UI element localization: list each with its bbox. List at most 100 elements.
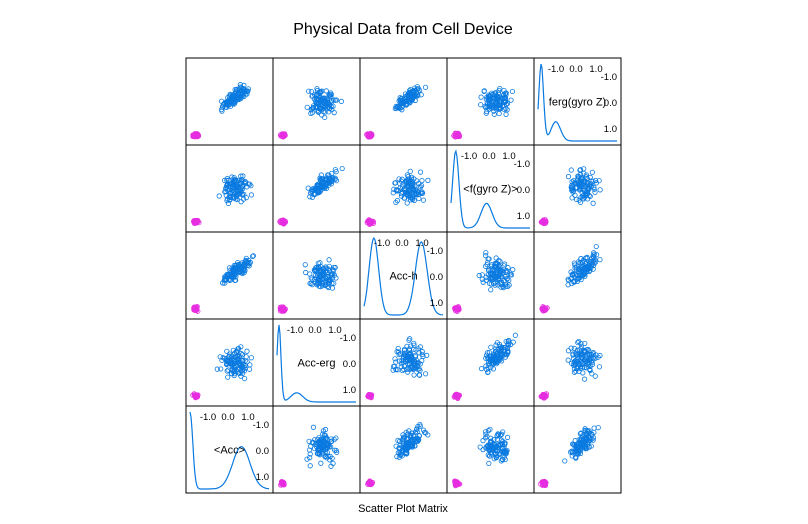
- data-point: [243, 354, 249, 360]
- tick-label: 1.0: [430, 298, 443, 309]
- data-point: [240, 363, 246, 370]
- density-line: [189, 411, 270, 490]
- data-point: [322, 282, 329, 289]
- data-point: [243, 91, 249, 97]
- data-point: [310, 440, 316, 446]
- data-point: [491, 351, 497, 357]
- data-point: [391, 186, 397, 192]
- data-point: [311, 96, 318, 102]
- data-point: [487, 104, 493, 110]
- data-point: [406, 428, 412, 434]
- data-point: [497, 350, 504, 356]
- data-point: [586, 192, 592, 199]
- data-point: [415, 366, 421, 372]
- data-point: [581, 192, 587, 199]
- data-point: [595, 425, 601, 431]
- data-point: [425, 177, 431, 183]
- data-point: [409, 194, 415, 200]
- data-point: [191, 219, 197, 225]
- data-point: [417, 421, 423, 428]
- data-point: [480, 438, 486, 444]
- data-point: [404, 451, 410, 457]
- data-point: [307, 194, 313, 200]
- data-point: [487, 93, 493, 100]
- data-point: [481, 88, 487, 94]
- data-point: [193, 219, 199, 225]
- panel-0-2: [185, 231, 274, 320]
- data-point: [244, 88, 250, 94]
- data-point: [226, 99, 233, 105]
- data-point: [478, 366, 485, 372]
- data-point: [493, 95, 499, 101]
- data-point: [408, 197, 414, 203]
- data-point: [224, 360, 230, 366]
- data-point: [399, 367, 406, 374]
- data-point: [311, 191, 317, 197]
- data-point: [220, 280, 226, 286]
- data-point: [489, 358, 495, 364]
- data-point: [331, 268, 337, 274]
- data-point: [490, 366, 497, 372]
- variable-name: Acc-h: [389, 271, 417, 283]
- data-point: [234, 359, 240, 366]
- data-point: [490, 280, 497, 286]
- data-point: [194, 133, 201, 139]
- data-point: [246, 261, 252, 267]
- data-point: [417, 87, 423, 94]
- data-point: [588, 178, 594, 184]
- data-point: [223, 274, 230, 280]
- data-point: [366, 391, 372, 398]
- data-point: [582, 348, 589, 354]
- data-point: [413, 94, 419, 100]
- data-point: [493, 260, 499, 266]
- data-point: [504, 107, 510, 113]
- data-point: [226, 353, 232, 359]
- data-point: [575, 339, 581, 346]
- data-point: [306, 88, 312, 94]
- data-point: [326, 109, 332, 115]
- data-point: [195, 392, 201, 398]
- data-point: [416, 433, 422, 439]
- data-point: [490, 275, 496, 281]
- data-point: [404, 191, 410, 197]
- data-point: [573, 265, 579, 271]
- tick-label: 1.0: [328, 325, 341, 336]
- panel-1-4: [272, 57, 361, 146]
- data-point: [220, 104, 226, 110]
- data-point: [403, 446, 409, 452]
- data-point: [316, 438, 322, 445]
- data-point: [419, 189, 425, 195]
- data-point: [415, 191, 421, 197]
- panel-border: [533, 57, 622, 146]
- data-point: [323, 185, 330, 192]
- data-point: [543, 393, 549, 399]
- panel-3-4: [446, 57, 535, 146]
- data-point: [577, 178, 583, 184]
- data-point: [497, 105, 504, 112]
- data-point: [503, 351, 509, 358]
- data-point: [540, 479, 546, 485]
- data-point: [480, 447, 486, 453]
- data-point: [326, 92, 332, 98]
- data-point: [238, 88, 244, 94]
- data-point: [395, 188, 401, 194]
- data-point: [583, 172, 590, 178]
- data-point: [282, 220, 288, 226]
- data-point: [395, 367, 401, 373]
- data-point: [568, 167, 574, 173]
- variable-name: <Acc>: [214, 445, 245, 457]
- data-point: [510, 267, 516, 273]
- data-point: [578, 437, 585, 443]
- panel-0-3: [185, 144, 274, 233]
- data-point: [232, 91, 238, 97]
- data-point: [483, 431, 489, 437]
- data-point: [322, 114, 328, 121]
- data-point: [249, 253, 256, 259]
- data-point: [583, 174, 589, 180]
- data-point: [486, 96, 492, 102]
- data-point: [486, 92, 492, 98]
- data-point: [490, 356, 496, 363]
- panel-1-3: [272, 144, 361, 233]
- data-point: [400, 359, 406, 365]
- panel-4-4: ferg(gyro Z)-1.0 0.0 1.0-1.00.01.0: [533, 57, 622, 146]
